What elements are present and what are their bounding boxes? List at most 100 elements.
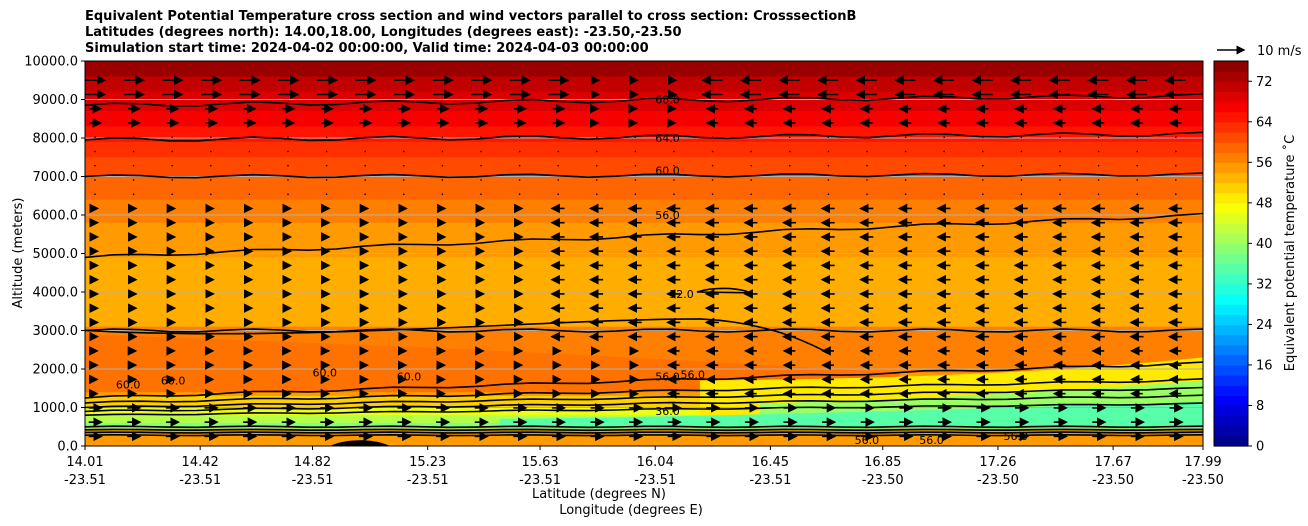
x-tick-label-lon: -23.50 <box>977 473 1019 488</box>
wind-vector <box>1136 193 1138 196</box>
wind-vector <box>1136 150 1138 153</box>
colorbar-swatch <box>1214 142 1248 153</box>
wind-vector <box>210 179 212 181</box>
wind-vector <box>1020 136 1023 139</box>
wind-vector <box>441 136 444 139</box>
contour-line <box>85 433 1203 437</box>
wind-vector <box>403 179 405 181</box>
y-tick-label: 0.0 <box>57 440 78 455</box>
wind-vector <box>210 164 212 167</box>
colorbar-tick-label: 64 <box>1256 115 1273 130</box>
wind-vector <box>982 164 984 167</box>
x-tick-label-lat: 17.67 <box>1095 455 1132 470</box>
wind-vector <box>557 136 559 139</box>
colorbar-swatch <box>1214 334 1248 346</box>
wind-vector <box>1175 150 1177 153</box>
contour-label: 60.0 <box>116 378 141 391</box>
wind-vector <box>518 193 521 196</box>
wind-vector <box>1020 179 1023 181</box>
x-tick-label-lat: 14.01 <box>66 455 103 470</box>
field-band <box>85 141 1203 158</box>
wind-vector <box>287 164 289 167</box>
wind-vector <box>1059 193 1061 196</box>
wind-vector <box>364 150 367 153</box>
wind-vector <box>866 179 868 181</box>
wind-vector <box>1059 150 1061 153</box>
wind-vector <box>518 179 521 181</box>
contour-line <box>85 425 1203 429</box>
wind-vector <box>1020 150 1023 153</box>
wind-vector <box>210 136 212 139</box>
wind-vector <box>711 136 714 139</box>
wind-vector <box>982 179 984 181</box>
wind-vector <box>673 179 675 181</box>
wind-vector <box>364 136 367 139</box>
contour-label: 60.0 <box>313 367 338 380</box>
contour-label: 52.0 <box>669 288 694 301</box>
wind-vector <box>480 179 482 181</box>
field-band <box>85 157 1203 177</box>
wind-vector <box>403 136 405 139</box>
wind-vector <box>750 193 752 196</box>
wind-vector <box>1097 164 1100 167</box>
wind-vector <box>94 193 96 196</box>
contour-line <box>85 131 1203 142</box>
wind-vector <box>866 136 868 139</box>
wind-vector <box>287 150 289 153</box>
wind-vector <box>789 193 791 196</box>
wind-vector <box>248 150 251 153</box>
wind-vector <box>827 179 830 181</box>
wind-vector <box>210 150 212 153</box>
x-tick-label-lon: -23.50 <box>862 473 904 488</box>
wind-vector <box>711 150 714 153</box>
x-tick-label-lon: -23.51 <box>519 473 561 488</box>
wind-vector <box>1097 193 1100 196</box>
wind-vector <box>904 193 907 196</box>
field-band <box>85 407 1203 416</box>
field-band <box>85 176 1203 201</box>
colorbar-swatch <box>1214 223 1248 234</box>
field-band <box>85 111 1203 127</box>
wind-vector <box>480 164 482 167</box>
y-tick-label: 1000.0 <box>33 401 79 416</box>
colorbar-label: Equivalent potential temperature ˚C <box>1282 135 1298 371</box>
wind-vector <box>441 150 444 153</box>
wind-vector <box>1175 193 1177 196</box>
wind-vector <box>364 179 367 181</box>
x-tick-label-lon: -23.51 <box>64 473 106 488</box>
wind-vector <box>325 136 328 139</box>
colorbar-swatch <box>1214 435 1248 447</box>
wind-reference-label: 10 m/s <box>1257 44 1302 59</box>
y-tick-label: 6000.0 <box>33 209 79 224</box>
colorbar-swatch <box>1214 162 1248 174</box>
wind-vector <box>673 136 675 139</box>
contour-line <box>85 394 1203 413</box>
colorbar-swatch <box>1214 354 1248 366</box>
colorbar-tick-label: 0 <box>1256 440 1264 455</box>
colorbar-tick-label: 56 <box>1256 156 1273 171</box>
wind-vector <box>287 136 289 139</box>
contour-line <box>85 431 1203 434</box>
colorbar-swatch <box>1214 71 1248 82</box>
wind-vector <box>982 193 984 196</box>
wind-vector <box>480 193 482 196</box>
y-tick-label: 5000.0 <box>33 247 79 262</box>
wind-vector <box>480 136 482 139</box>
colorbar-swatch <box>1214 172 1248 184</box>
wind-vector <box>132 164 135 167</box>
wind-vector <box>94 136 96 139</box>
field-band <box>85 76 1203 93</box>
wind-vector <box>1020 193 1023 196</box>
y-tick-label: 7000.0 <box>33 170 79 185</box>
wind-vector <box>403 150 405 153</box>
wind-vector <box>634 179 637 181</box>
y-tick-label: 4000.0 <box>33 286 79 301</box>
colorbar-swatch <box>1214 263 1248 275</box>
contour-line <box>85 428 1203 432</box>
wind-vector <box>673 164 675 167</box>
colorbar-tick-label: 72 <box>1256 75 1273 90</box>
title-line-1: Equivalent Potential Temperature cross s… <box>85 9 857 24</box>
wind-vector <box>750 136 752 139</box>
colorbar-swatch <box>1214 212 1248 224</box>
wind-vector <box>441 179 444 181</box>
